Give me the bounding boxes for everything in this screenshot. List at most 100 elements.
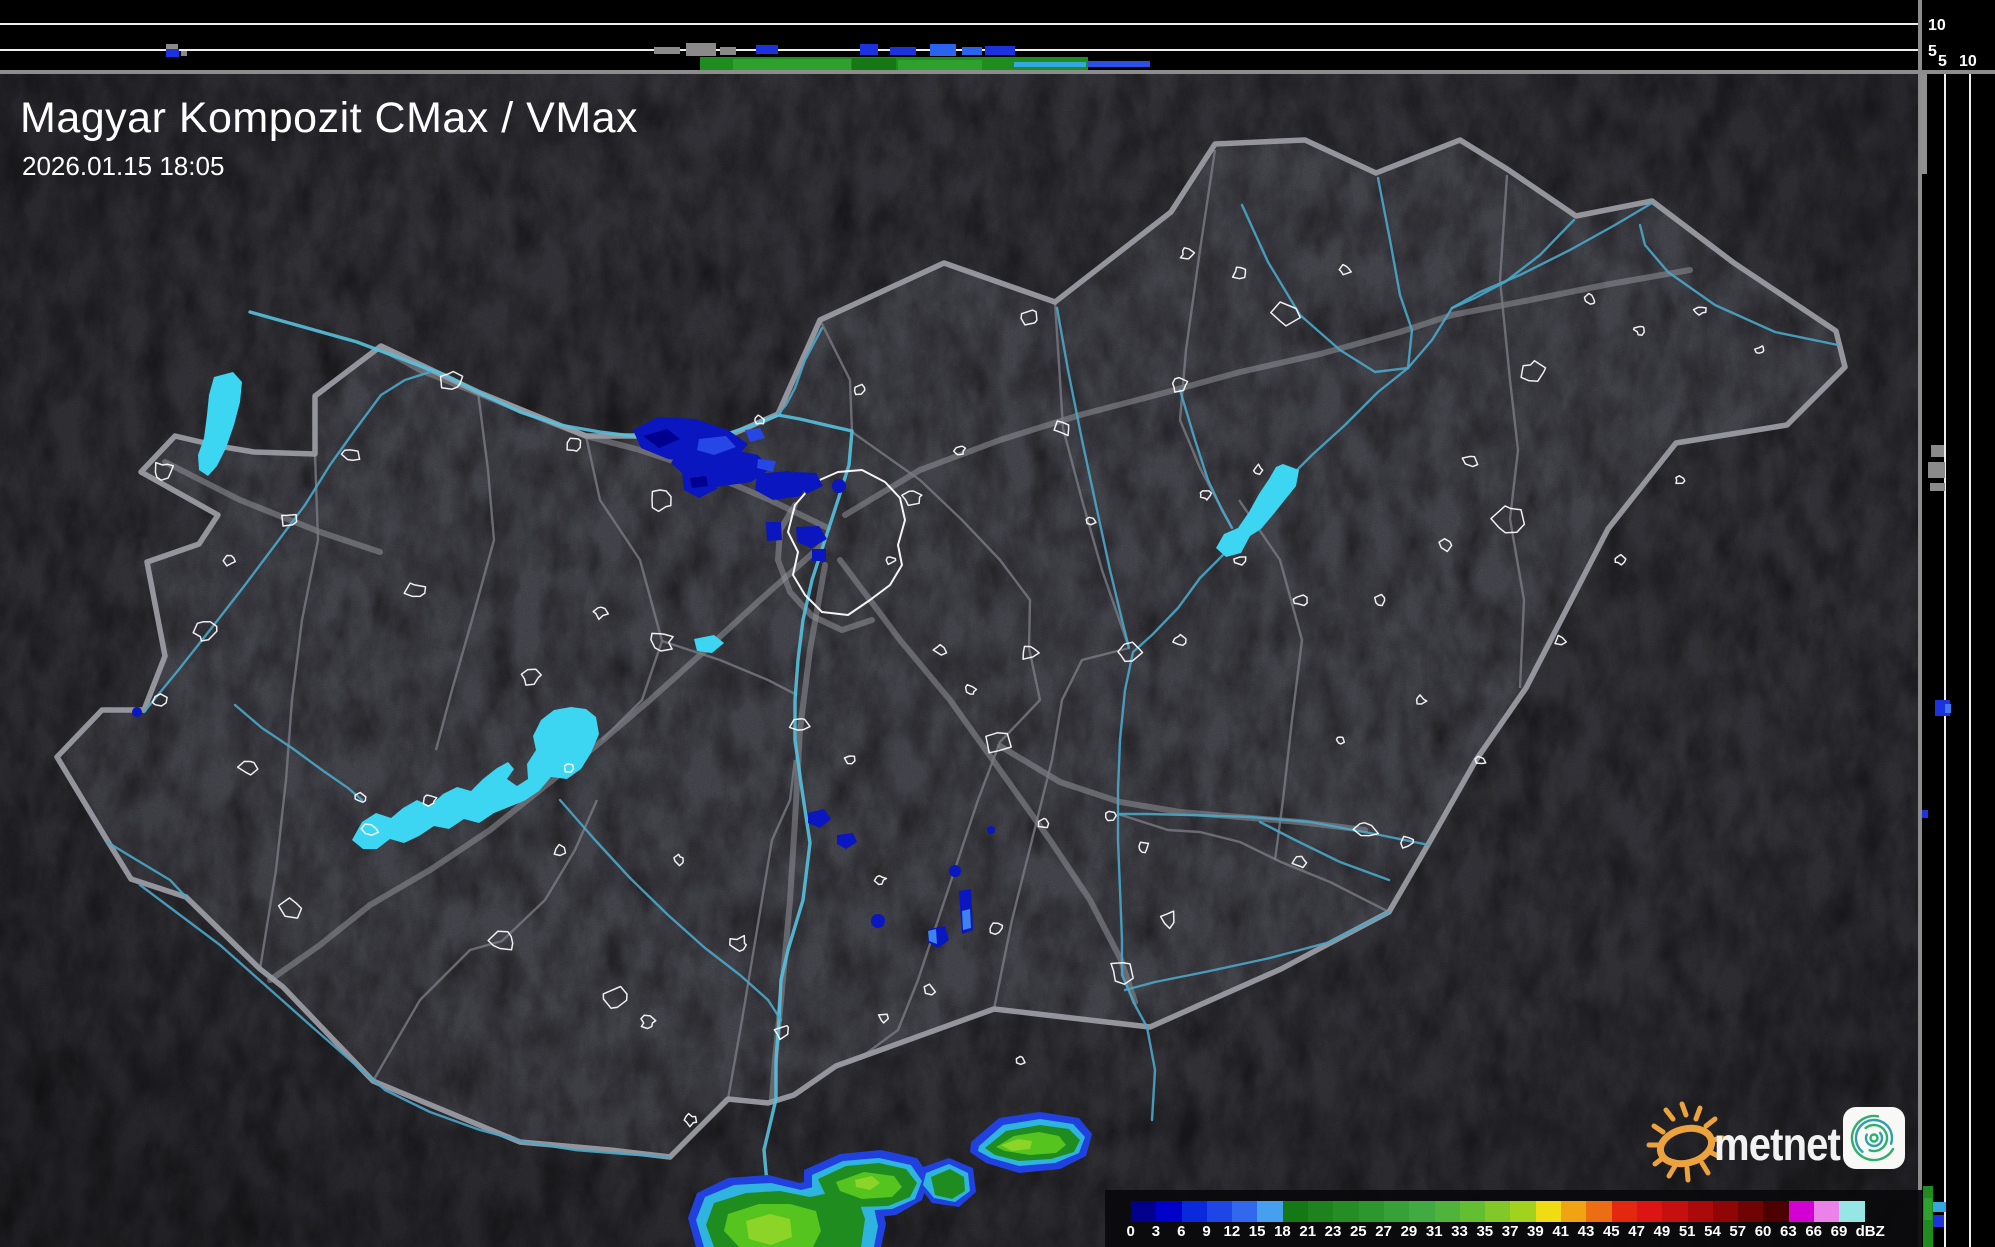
dbz-color-cell <box>1232 1201 1258 1222</box>
city-outline <box>1400 835 1415 849</box>
city-outline <box>683 1112 698 1128</box>
city-outline <box>1117 641 1144 663</box>
city-outline <box>602 985 628 1009</box>
dbz-tick-label: 29 <box>1400 1223 1418 1240</box>
dbz-color-cell <box>1206 1201 1233 1222</box>
city-outline <box>1015 1055 1026 1066</box>
city-outline <box>773 1024 790 1041</box>
city-outline <box>1335 736 1346 745</box>
dbz-tick-label: 12 <box>1223 1223 1241 1240</box>
city-outline <box>403 582 427 598</box>
city-outline <box>673 853 684 867</box>
city-outline <box>592 606 610 621</box>
lakes-layer <box>198 372 1299 849</box>
dbz-tick-label: 33 <box>1451 1223 1468 1240</box>
cyclone-icon <box>1843 1107 1905 1169</box>
city-outline <box>1199 490 1213 501</box>
top-projection-panel <box>0 0 1922 70</box>
dbz-color-cell <box>1636 1201 1663 1222</box>
city-outline <box>1520 359 1547 382</box>
city-outline <box>989 922 1004 936</box>
dbz-tick-label: 69 <box>1830 1223 1848 1240</box>
dbz-color-cell <box>1763 1201 1789 1222</box>
city-outline <box>192 621 218 642</box>
dbz-tick-label: 57 <box>1729 1223 1747 1240</box>
dbz-tick-label: 25 <box>1349 1223 1367 1240</box>
city-outline <box>788 717 811 731</box>
metnet-wordmark: metnet <box>1714 1118 1841 1170</box>
city-outline <box>236 760 259 776</box>
dbz-color-cell <box>1282 1201 1309 1222</box>
dbz-unit-label: dBZ <box>1855 1223 1885 1240</box>
dbz-tick-label: 3 <box>1151 1223 1161 1240</box>
city-outline <box>154 461 175 481</box>
budapest-outline <box>787 469 906 616</box>
city-outline <box>1675 475 1686 485</box>
city-outline <box>1338 263 1352 276</box>
dbz-tick-label: 43 <box>1577 1223 1595 1240</box>
dbz-tick-label: 27 <box>1375 1223 1392 1240</box>
city-outline <box>1292 594 1308 607</box>
dbz-color-cell <box>1712 1201 1739 1222</box>
dbz-colorbar-cells <box>1131 1201 1865 1222</box>
city-outline <box>1632 325 1645 336</box>
dbz-color-cell <box>1459 1201 1486 1222</box>
dbz-colorbar-labels: 0 3 6 9 12 15 18 21 23 25 27 29 31 33 35 37 39 41 43 45 47 49… <box>1118 1223 1902 1240</box>
dbz-tick-label: 39 <box>1527 1223 1544 1240</box>
city-outline <box>222 554 237 567</box>
city-outline <box>1461 455 1479 468</box>
city-outline <box>1373 593 1386 607</box>
dbz-tick-label: 35 <box>1476 1223 1494 1240</box>
city-outline <box>1554 634 1568 646</box>
metnet-logo[interactable]: metnet <box>1646 1101 1905 1183</box>
dbz-color-cell <box>1131 1201 1157 1222</box>
lake-tisza <box>1216 464 1299 557</box>
dbz-color-cell <box>1156 1201 1182 1222</box>
city-outline <box>923 983 937 996</box>
dbz-tick-label: 60 <box>1754 1223 1772 1240</box>
city-outline <box>1233 556 1247 566</box>
city-outline <box>1474 755 1487 765</box>
city-outline <box>1104 810 1117 822</box>
right-axis-label-10: 10 <box>1959 53 1977 70</box>
city-outline <box>1614 553 1627 566</box>
map-timestamp: 2026.01.15 18:05 <box>22 151 225 181</box>
city-outline <box>1252 463 1264 476</box>
dbz-color-cell <box>1257 1201 1283 1222</box>
city-outline <box>651 489 672 513</box>
city-outline <box>873 874 888 886</box>
dbz-color-cell <box>1308 1201 1334 1222</box>
dbz-tick-label: 9 <box>1202 1223 1211 1240</box>
dbz-tick-label: 49 <box>1653 1223 1671 1240</box>
city-outline <box>281 513 298 527</box>
dbz-color-cell <box>1839 1201 1865 1222</box>
city-outline <box>439 370 464 390</box>
city-outline <box>853 383 866 396</box>
dbz-color-cell <box>1485 1201 1511 1222</box>
dbz-color-cell <box>1510 1201 1536 1222</box>
dbz-tick-label: 21 <box>1299 1223 1317 1240</box>
top-axis-label-10: 10 <box>1928 17 1946 34</box>
city-outline <box>1438 537 1453 553</box>
dbz-color-cell <box>1561 1201 1587 1222</box>
dbz-color-cell <box>1662 1201 1688 1222</box>
city-outline <box>1138 841 1150 854</box>
dbz-colorbar: 0 3 6 9 12 15 18 21 23 25 27 29 31 33 35 37 39 41 43 45 47 49… <box>1105 1190 1922 1247</box>
dbz-tick-label: 0 <box>1126 1223 1135 1240</box>
city-outline <box>1231 266 1247 280</box>
city-outline <box>520 668 542 686</box>
dbz-color-cell <box>1181 1201 1207 1222</box>
dbz-tick-label: 6 <box>1177 1223 1186 1240</box>
map-title: Magyar Kompozit CMax / VMax <box>20 94 639 142</box>
dbz-tick-label: 31 <box>1425 1223 1443 1240</box>
city-outline <box>487 930 514 951</box>
dbz-tick-label: 47 <box>1628 1223 1645 1240</box>
city-outline <box>1692 306 1707 316</box>
city-outline <box>1753 345 1765 354</box>
city-outline <box>1053 420 1070 437</box>
dbz-color-cell <box>1788 1201 1815 1222</box>
